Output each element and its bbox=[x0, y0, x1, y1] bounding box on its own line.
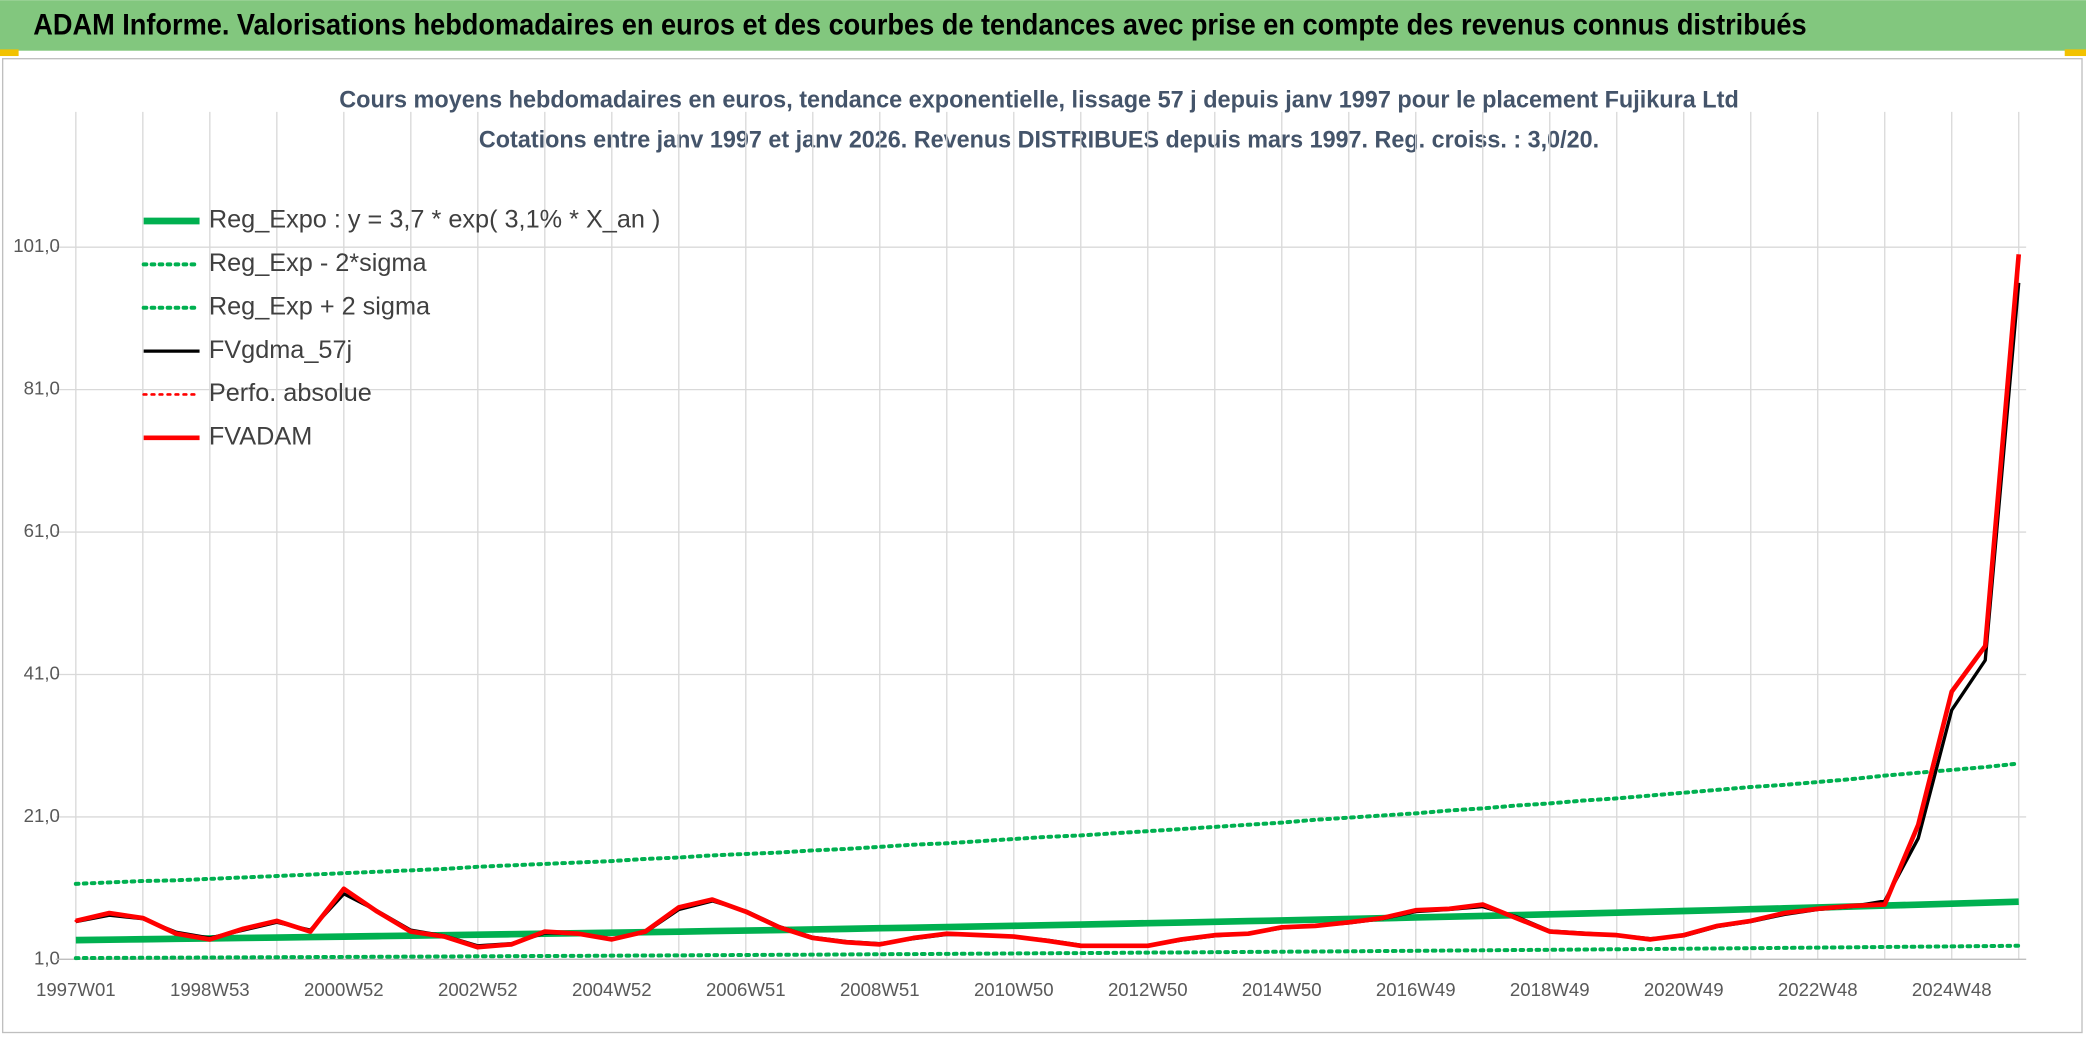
series-line bbox=[75, 898, 2019, 944]
legend-label: Reg_Expo : y = 3,7 * exp( 3,1% * X_an ) bbox=[209, 206, 661, 234]
y-tick-label: 101,0 bbox=[13, 235, 60, 256]
y-tick-label: 21,0 bbox=[24, 805, 60, 826]
chart-title: Cours moyens hebdomadaires en euros, ten… bbox=[339, 87, 1739, 114]
x-tick-label: 2010W50 bbox=[974, 979, 1054, 1000]
chart-subtitle: Cotations entre janv 1997 et janv 2026. … bbox=[479, 127, 1599, 154]
legend-label: Perfo. absolue bbox=[209, 379, 372, 407]
series-line bbox=[73, 761, 2021, 886]
y-tick-label: 1,0 bbox=[34, 947, 60, 968]
x-tick-label: 2008W51 bbox=[840, 979, 920, 1000]
x-tick-label: 2020W49 bbox=[1644, 979, 1724, 1000]
x-tick-label: 2016W49 bbox=[1376, 979, 1456, 1000]
legend-label: Reg_Exp + 2 sigma bbox=[209, 292, 431, 320]
series-line bbox=[75, 254, 2022, 950]
x-tick-label: 2006W51 bbox=[706, 979, 786, 1000]
legend-label: Reg_Exp - 2*sigma bbox=[209, 249, 428, 277]
y-tick-label: 81,0 bbox=[24, 378, 60, 399]
corner-right bbox=[2064, 49, 2086, 57]
x-tick-label: 2022W48 bbox=[1778, 979, 1858, 1000]
header-bar bbox=[0, 0, 2086, 51]
corner-left bbox=[0, 49, 19, 57]
x-tick-label: 2000W52 bbox=[304, 979, 384, 1000]
y-tick-label: 41,0 bbox=[24, 662, 60, 683]
x-tick-label: 2012W50 bbox=[1108, 979, 1188, 1000]
series-line bbox=[73, 943, 2021, 961]
x-tick-label: 2018W49 bbox=[1510, 979, 1590, 1000]
x-tick-label: 2024W48 bbox=[1912, 979, 1992, 1000]
plot-area: 1,0 21,0 41,0 61,0 81,0 101,0 1997W01 1998W53 20… bbox=[13, 111, 2027, 1000]
header-title: ADAM Informe. Valorisations hebdomadaire… bbox=[33, 10, 1806, 42]
x-tick-label: 2002W52 bbox=[438, 979, 518, 1000]
legend-label: FVgdma_57j bbox=[209, 336, 352, 364]
x-tick-label: 2004W52 bbox=[572, 979, 652, 1000]
x-tick-label: 2014W50 bbox=[1242, 979, 1322, 1000]
y-tick-label: 61,0 bbox=[24, 520, 60, 541]
x-tick-label: 1998W53 bbox=[170, 979, 250, 1000]
x-tick-label: 1997W01 bbox=[36, 979, 116, 1000]
chart-frame bbox=[1, 58, 2083, 1034]
legend-label: FVADAM bbox=[209, 423, 312, 451]
